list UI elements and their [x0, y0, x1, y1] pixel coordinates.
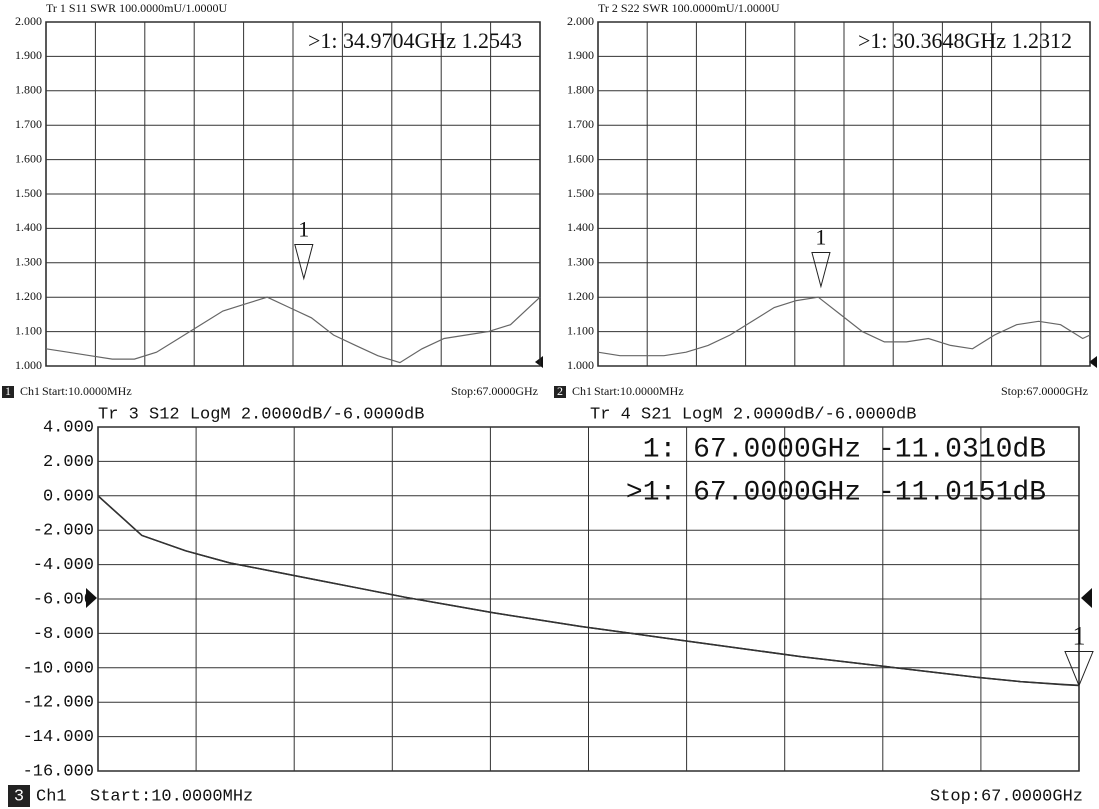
stop-label: Stop:67.0000GHz	[930, 787, 1083, 806]
y-tick-label: 1.800	[567, 83, 594, 97]
y-tick-label: 1.700	[567, 117, 594, 131]
channel-number: 1	[5, 384, 11, 398]
y-tick-label: 1.700	[15, 117, 42, 131]
y-tick-label: 0.000	[43, 487, 94, 506]
y-tick-label: 1.200	[567, 289, 594, 303]
y-tick-label: -16.000	[23, 762, 94, 781]
trace-line	[45, 296, 541, 364]
start-label: Start:10.0000MHz	[90, 787, 253, 806]
y-tick-label: 2.000	[567, 14, 594, 28]
ref-arrow	[86, 588, 97, 608]
y-tick-label: 1.300	[567, 255, 594, 269]
channel-label: Ch1	[20, 384, 40, 398]
y-tick-label: 1.500	[15, 186, 42, 200]
y-tick-label: 1.100	[567, 323, 594, 337]
marker	[1064, 651, 1094, 687]
y-tick-label: -10.000	[23, 659, 94, 678]
channel-number: 3	[14, 787, 24, 806]
y-tick-label: 4.000	[43, 418, 94, 437]
y-tick-label: 1.400	[567, 220, 594, 234]
channel-label: Ch1	[572, 384, 592, 398]
y-tick-label: 1.900	[567, 48, 594, 62]
ref-arrow	[1089, 356, 1097, 368]
y-tick-label: -12.000	[23, 694, 94, 713]
y-tick-label: -6.000	[33, 590, 94, 609]
y-tick-label: 1.200	[15, 289, 42, 303]
y-tick-label: 1.600	[567, 151, 594, 165]
trace-header: Tr 4 S21 LogM 2.0000dB/-6.0000dB	[590, 405, 916, 424]
marker-label: 1	[1073, 622, 1086, 651]
y-tick-label: -4.000	[33, 556, 94, 575]
y-tick-label: 1.800	[15, 83, 42, 97]
y-tick-label: -2.000	[33, 522, 94, 541]
channel-number: 2	[557, 384, 563, 398]
stop-label: Stop:67.0000GHz	[1001, 384, 1088, 398]
y-tick-label: -14.000	[23, 728, 94, 747]
marker-readout: >1: 30.3648GHz 1.2312	[858, 28, 1072, 53]
trace-header: Tr 1 S11 SWR 100.0000mU/1.0000U	[46, 1, 227, 15]
marker-readout: 1: 67.0000GHz -11.0310dB	[643, 434, 1046, 465]
y-tick-label: -8.000	[33, 625, 94, 644]
marker-label: 1	[298, 217, 309, 242]
ref-arrow	[535, 356, 543, 368]
marker-readout: >1: 67.0000GHz -11.0151dB	[626, 477, 1046, 508]
y-tick-label: 1.600	[15, 151, 42, 165]
marker	[294, 244, 314, 281]
marker-readout: >1: 34.9704GHz 1.2543	[308, 28, 522, 53]
marker-label: 1	[815, 225, 826, 250]
channel-box	[8, 785, 30, 807]
trace-line	[597, 296, 1091, 357]
y-tick-label: 1.100	[15, 323, 42, 337]
start-label: Start:10.0000MHz	[594, 384, 684, 398]
stop-label: Stop:67.0000GHz	[451, 384, 538, 398]
start-label: Start:10.0000MHz	[42, 384, 132, 398]
y-tick-label: 1.000	[567, 358, 594, 372]
trace-line	[97, 495, 1080, 687]
channel-box	[2, 386, 14, 398]
y-tick-label: 2.000	[43, 453, 94, 472]
trace-header: Tr 3 S12 LogM 2.0000dB/-6.0000dB	[98, 405, 424, 424]
marker	[811, 251, 831, 289]
y-tick-label: 1.000	[15, 358, 42, 372]
y-tick-label: 1.500	[567, 186, 594, 200]
ref-arrow	[1081, 588, 1092, 608]
y-tick-label: 1.300	[15, 255, 42, 269]
y-tick-label: 1.900	[15, 48, 42, 62]
y-tick-label: 2.000	[15, 14, 42, 28]
channel-label: Ch1	[36, 787, 67, 806]
channel-box	[554, 386, 566, 398]
y-tick-label: 1.400	[15, 220, 42, 234]
trace-header: Tr 2 S22 SWR 100.0000mU/1.0000U	[598, 1, 780, 15]
